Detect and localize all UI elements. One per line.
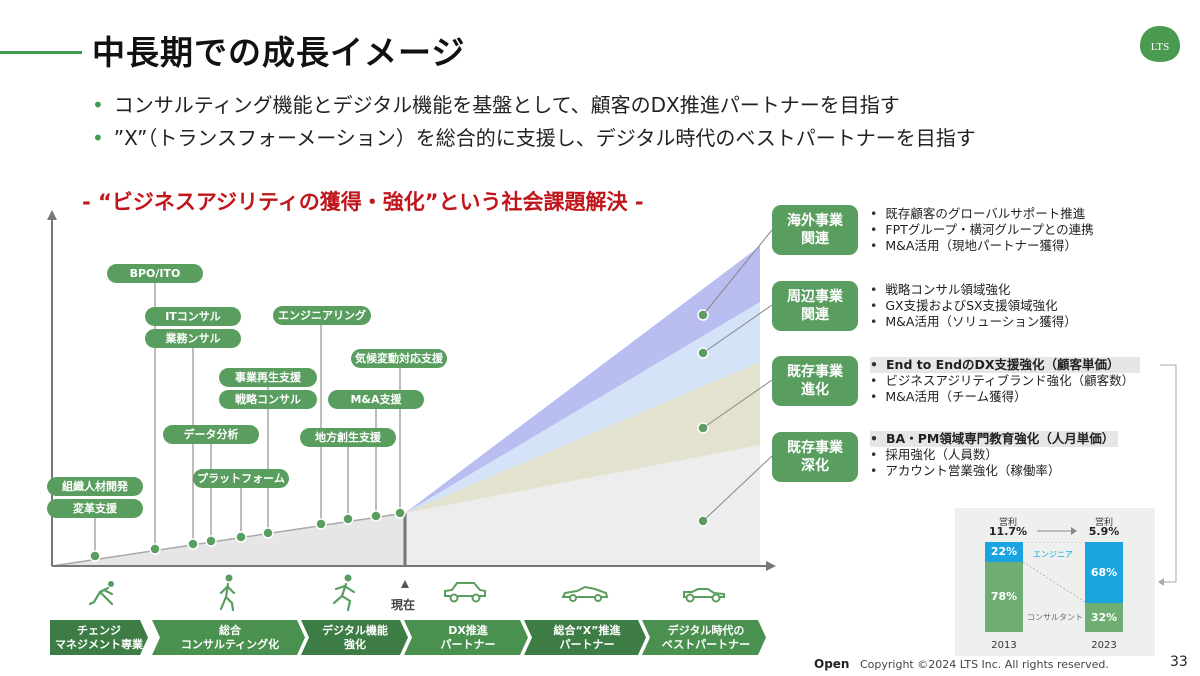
list-item: 戦略コンサル領域強化	[870, 282, 1077, 298]
service-pill-org-hr-dev: 組織人材開発	[47, 477, 143, 496]
open-label: Open	[814, 657, 850, 671]
engineer-segment-2013: 22%	[985, 542, 1023, 562]
stage-line1: チェンジ	[77, 623, 121, 637]
stage-line2: パートナー	[559, 637, 615, 651]
stage-line2: コンサルティング化	[180, 637, 280, 651]
service-pill-business-consulting: 業務ンサル	[145, 329, 241, 348]
stage-digital-function: デジタル機能 強化	[309, 620, 401, 655]
category-deepening-line1: 既存事業	[787, 440, 843, 456]
stage-line2: ベストパートナー	[661, 637, 751, 651]
bar-2023: 68% 32%	[1085, 542, 1123, 632]
walking-person-icon	[219, 574, 236, 612]
car-icon	[444, 582, 486, 603]
title-accent-line	[0, 51, 82, 54]
page-number: 33	[1170, 654, 1188, 670]
now-arrow	[401, 580, 409, 588]
sports-car-icon	[561, 585, 609, 602]
list-item: ビジネスアジリティブランド強化（顧客数）	[870, 373, 1140, 389]
category-peripheral-line2: 関連	[801, 307, 829, 323]
deepening-items: BA・PM領域専門教育強化（人月単価） 採用強化（人員数） アカウント営業強化（…	[870, 431, 1118, 479]
service-pill-ma-support: M&A支援	[328, 390, 424, 409]
page-title: 中長期での成長イメージ	[92, 33, 466, 72]
stage-line2: パートナー	[440, 637, 496, 651]
service-pill-data-analytics: データ分析	[163, 425, 259, 444]
service-pill-bpo-ito: BPO/ITO	[107, 264, 203, 283]
year-2023: 2023	[1091, 640, 1117, 651]
bullet-1: • コンサルティング機能とデジタル機能を基盤として、顧客のDX推進パートナーを目指…	[92, 93, 900, 117]
bar-2013: 22% 78%	[985, 542, 1023, 632]
service-pill-transformation-support: 変革支援	[47, 499, 143, 518]
consultant-segment-2023: 32%	[1085, 603, 1123, 632]
stage-line1: 総合	[219, 623, 241, 637]
category-overseas-line1: 海外事業	[787, 213, 843, 229]
list-item: M&A活用（チーム獲得）	[870, 389, 1140, 405]
list-item: M&A活用（現地パートナー獲得）	[870, 238, 1094, 254]
bullet-2: • ”X”（トランスフォーメーション）を総合的に支援し、デジタル時代のベストパート…	[92, 126, 976, 150]
now-label: 現在	[391, 598, 416, 612]
existing-deepening-band	[405, 445, 760, 566]
stage-line1: デジタル時代の	[667, 623, 745, 637]
stage-dx-partner: DX推進 パートナー	[412, 620, 524, 655]
lts-logo: LTS	[1140, 26, 1180, 62]
category-existing-deepening: 既存事業 深化	[772, 432, 858, 482]
year-2013: 2013	[991, 640, 1017, 651]
stage-line1: デジタル機能	[322, 623, 388, 637]
svg-text:LTS: LTS	[1151, 41, 1170, 53]
category-overseas-line2: 関連	[801, 231, 829, 247]
category-deepening-line2: 深化	[801, 458, 829, 474]
service-pill-platform: プラットフォーム	[193, 469, 289, 488]
diagram-subtitle: - “ビジネスアジリティの獲得・強化”という社会課題解決 -	[82, 190, 644, 214]
list-item-highlight: End to EndのDX支援強化（顧客単価）	[870, 357, 1140, 373]
stage-line1: DX推進	[448, 623, 488, 637]
service-pill-engineering: エンジニアリング	[273, 306, 371, 325]
service-pill-regional-revitalization: 地方創生支援	[300, 428, 396, 447]
engineer-segment-2023: 68%	[1085, 542, 1123, 604]
running-person-icon	[332, 574, 356, 612]
stage-change-management: チェンジ マネジメント専業	[50, 620, 148, 655]
list-item: 既存顧客のグローバルサポート推進	[870, 206, 1094, 222]
profit-label-2023: 営利	[1094, 518, 1113, 528]
overseas-items: 既存顧客のグローバルサポート推進 FPTグループ・横河グループとの連携 M&A活…	[870, 206, 1094, 254]
stage-line2: 強化	[344, 637, 366, 651]
profit-value-2013: 11.7%	[988, 525, 1028, 538]
consultant-segment-2013: 78%	[985, 561, 1023, 632]
category-evolution-line1: 既存事業	[787, 364, 843, 380]
service-pill-strategy-consulting: 戦略コンサル	[219, 390, 317, 409]
bullet-2-text: ”X”（トランスフォーメーション）を総合的に支援し、デジタル時代のベストパートナ…	[113, 126, 976, 150]
list-item: アカウント営業強化（稼働率）	[870, 463, 1118, 479]
peripheral-items: 戦略コンサル領域強化 GX支援およびSX支援領域強化 M&A活用（ソリューション…	[870, 282, 1077, 330]
stage-line2: マネジメント専業	[55, 637, 143, 651]
crouching-runner-icon	[88, 581, 114, 606]
category-evolution-line2: 進化	[801, 382, 829, 398]
profit-arrow-icon	[1037, 527, 1077, 535]
list-item-highlight: BA・PM領域専門教育強化（人月単価）	[870, 431, 1118, 447]
list-item: 採用強化（人員数）	[870, 447, 1118, 463]
category-overseas: 海外事業 関連	[772, 205, 858, 255]
share-connectors	[1023, 542, 1085, 603]
mini-chart: 営利 11.7% 営利 5.9% 22% 78% 68% 32% エンジニア コ…	[955, 508, 1155, 656]
list-item: FPTグループ・横河グループとの連携	[870, 222, 1093, 238]
bullet-1-text: コンサルティング機能とデジタル機能を基盤として、顧客のDX推進パートナーを目指す	[113, 93, 900, 117]
category-peripheral: 周辺事業 関連	[772, 281, 858, 331]
service-pill-it-consulting: ITコンサル	[145, 307, 241, 326]
service-pill-climate-support: 気候変動対応支援	[351, 349, 447, 368]
copyright-text: Copyright ©2024 LTS Inc. All rights rese…	[860, 658, 1109, 671]
stage-best-partner: デジタル時代の ベストパートナー	[650, 620, 762, 655]
list-item: M&A活用（ソリューション獲得）	[870, 314, 1076, 330]
race-car-icon	[683, 588, 725, 603]
category-peripheral-line1: 周辺事業	[787, 289, 843, 305]
consultant-label: コンサルタント	[1027, 613, 1083, 622]
stage-chevron-backgrounds	[50, 620, 766, 655]
profit-label-2013: 営利	[998, 518, 1017, 528]
profit-value-2023: 5.9%	[1088, 525, 1120, 538]
stage-general-consulting: 総合 コンサルティング化	[160, 620, 300, 655]
stage-line1: 総合“X”推進	[553, 623, 621, 637]
stage-general-x-partner: 総合“X”推進 パートナー	[532, 620, 642, 655]
engineer-label: エンジニア	[1033, 550, 1073, 559]
list-item: GX支援およびSX支援領域強化	[870, 298, 1077, 314]
category-existing-evolution: 既存事業 進化	[772, 356, 858, 406]
service-pill-business-revival: 事業再生支援	[219, 368, 317, 387]
evolution-items: End to EndのDX支援強化（顧客単価） ビジネスアジリティブランド強化（…	[870, 357, 1140, 405]
